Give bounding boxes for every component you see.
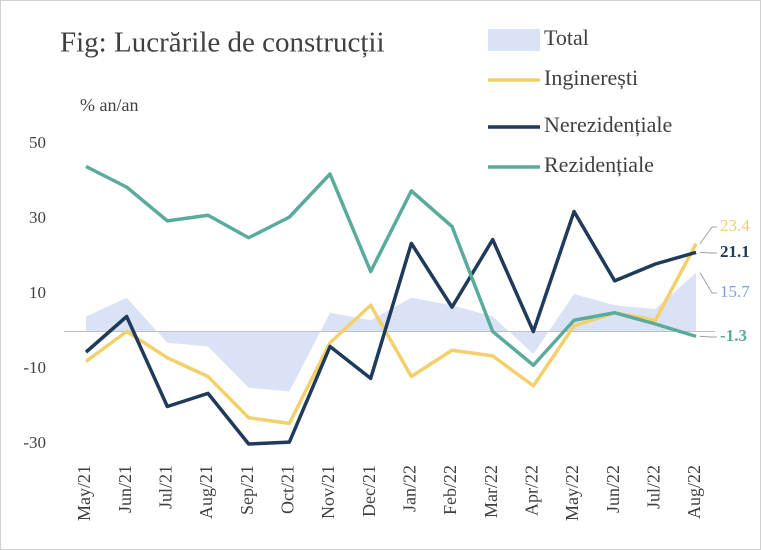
end-label: -1.3 [720, 326, 747, 345]
y-axis-label: % an/an [80, 95, 138, 115]
y-tick-label: -10 [23, 358, 46, 377]
x-tick-label: Jul/21 [155, 465, 175, 509]
y-tick-label: 30 [29, 208, 46, 227]
x-tick-label: Aug/21 [196, 465, 216, 519]
y-tick-label: 50 [29, 133, 46, 152]
legend-label: Rezidențiale [544, 152, 654, 177]
leader-line [699, 226, 718, 245]
area [86, 272, 697, 392]
leader-line [700, 335, 718, 338]
line [85, 164, 697, 367]
x-tick-label: Jul/22 [644, 465, 664, 509]
x-tick-label: Jan/22 [399, 465, 419, 512]
line [84, 242, 698, 426]
y-tick-label: 10 [29, 283, 46, 302]
x-tick-label: Oct/21 [277, 465, 297, 514]
x-tick-label: Nov/21 [318, 465, 338, 519]
chart-title: Fig: Lucrările de construcții [60, 27, 385, 59]
x-tick-label: Apr/22 [521, 465, 541, 516]
legend-label: Inginerești [544, 65, 638, 90]
y-tick-label: -30 [23, 433, 46, 452]
x-tick-label: Jun/22 [603, 465, 623, 513]
leader-line [700, 251, 718, 254]
x-tick-label: May/22 [562, 465, 582, 521]
line [84, 209, 697, 446]
plot-area [64, 164, 715, 446]
legend-swatch [488, 29, 540, 51]
x-tick-label: Mar/22 [481, 465, 501, 518]
end-label: 15.7 [720, 282, 750, 301]
end-label: 21.1 [720, 242, 750, 261]
x-tick-label: Feb/22 [440, 465, 460, 515]
x-tick-label: Jun/21 [115, 465, 135, 513]
leader-line [699, 272, 718, 294]
x-tick-label: Sep/21 [237, 465, 257, 515]
x-tick-label: Aug/22 [684, 465, 704, 519]
x-tick-label: May/21 [74, 465, 94, 521]
end-label: 23.4 [720, 216, 750, 235]
x-tick-label: Dec/21 [359, 465, 379, 517]
legend-label: Nerezidențiale [544, 112, 672, 137]
legend-label: Total [544, 25, 589, 50]
